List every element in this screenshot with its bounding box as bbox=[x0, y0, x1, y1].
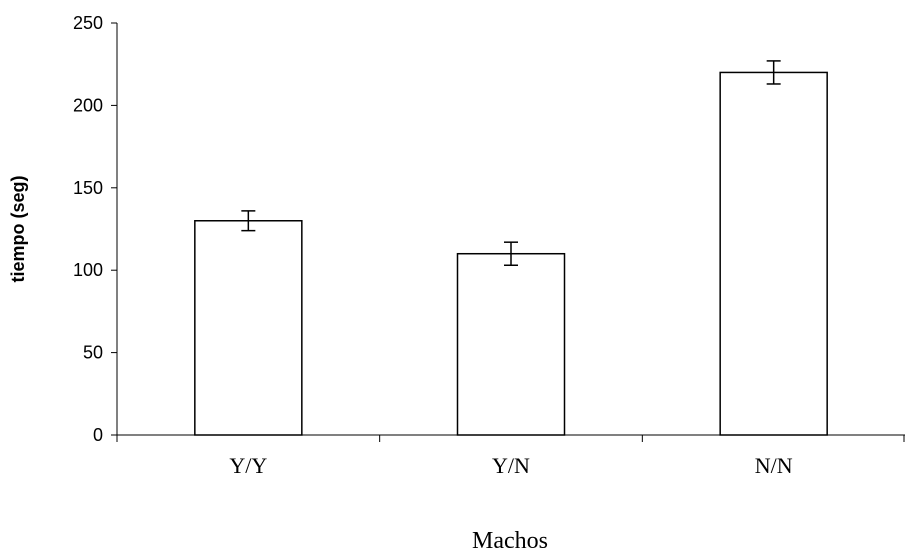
bar-n-n bbox=[719, 71, 828, 436]
y-tick-label: 200 bbox=[73, 95, 103, 115]
x-axis-label: Machos bbox=[472, 528, 548, 554]
y-tick-label: 0 bbox=[93, 425, 103, 445]
y-tick-label: 150 bbox=[73, 178, 103, 198]
bar-y-n bbox=[456, 252, 566, 436]
x-tick-label: Y/Y bbox=[229, 453, 267, 478]
x-tick-label: Y/N bbox=[492, 453, 530, 478]
error-bars-layer bbox=[241, 60, 781, 267]
bar-y-y bbox=[194, 220, 303, 436]
y-axis-label: tiempo (seg) bbox=[8, 175, 28, 282]
y-tick-label: 250 bbox=[73, 13, 103, 33]
y-tick-label: 50 bbox=[83, 343, 103, 363]
y-axis: 0 50 100 150 200 250 bbox=[73, 13, 118, 445]
y-tick-label: 100 bbox=[73, 260, 103, 280]
x-axis: Y/Y Y/N N/N bbox=[116, 434, 905, 478]
x-tick-label: N/N bbox=[755, 453, 793, 478]
